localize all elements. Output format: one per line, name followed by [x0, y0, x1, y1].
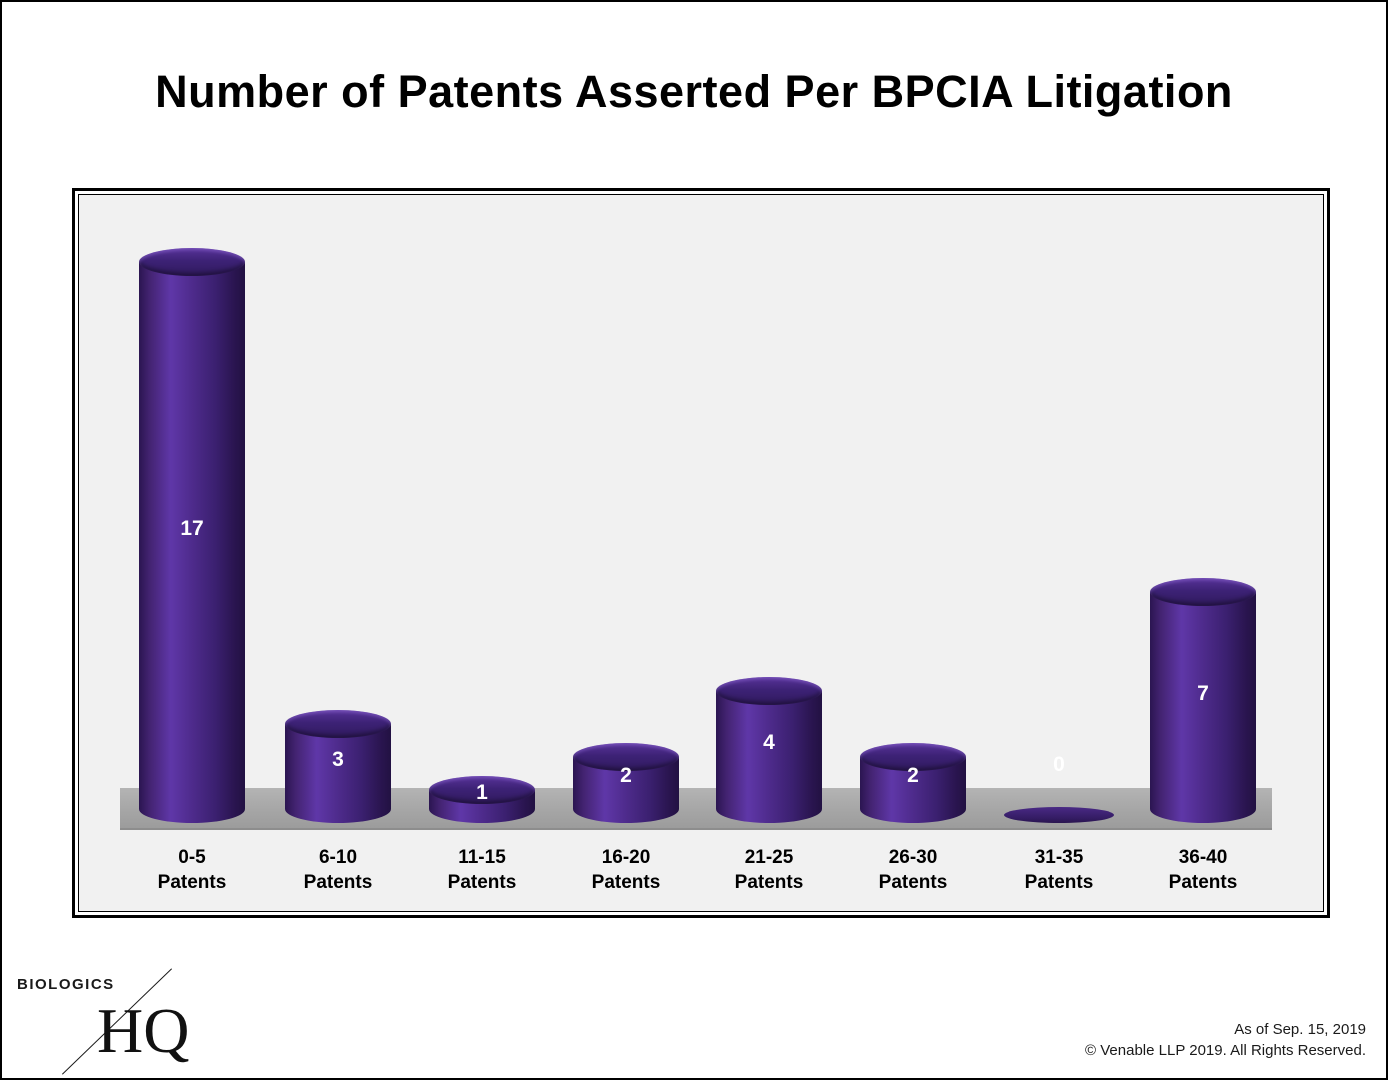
bar-cylinder-top	[285, 710, 391, 738]
category-label-36-40: 36-40 Patents	[1123, 845, 1283, 895]
chart-title: Number of Patents Asserted Per BPCIA Lit…	[155, 66, 1233, 117]
bar-value-label-11-15: 1	[476, 780, 488, 804]
bar-cylinder-body	[139, 262, 245, 823]
bar-zero-ellipse-31-35	[1004, 807, 1114, 823]
category-range-text: 11-15	[458, 847, 506, 868]
bar-cylinder-top	[1150, 578, 1256, 606]
category-unit-text: Patents	[1168, 872, 1238, 893]
bar-cylinder-top	[139, 248, 245, 276]
bar-value-label-16-20: 2	[620, 764, 632, 787]
category-range-text: 16-20	[601, 847, 651, 868]
category-label-0-5: 0-5 Patents	[112, 845, 272, 895]
bar-value-label-36-40: 7	[1197, 681, 1209, 705]
category-label-21-25: 21-25 Patents	[689, 845, 849, 895]
plot-area: 17 0-5 Patents 3 6-10 Patents 1 11-15 Patents 2 16…	[79, 195, 1323, 911]
category-unit-text: Patents	[157, 872, 227, 893]
footer-copyright: © Venable LLP 2019. All Rights Reserved.	[1085, 1042, 1366, 1060]
bar-value-label-26-30: 2	[907, 764, 919, 787]
bar-value-label-31-35: 0	[1053, 753, 1065, 776]
category-unit-text: Patents	[878, 872, 948, 893]
category-label-26-30: 26-30 Patents	[833, 845, 993, 895]
category-label-11-15: 11-15 Patents	[402, 845, 562, 895]
footer-as-of-date: As of Sep. 15, 2019	[1234, 1020, 1366, 1038]
bar-cylinder-11-15	[429, 776, 535, 823]
category-unit-text: Patents	[591, 872, 661, 893]
category-label-16-20: 16-20 Patents	[546, 845, 706, 895]
logo-word: BIOLOGICS	[17, 976, 115, 993]
category-unit-text: Patents	[1024, 872, 1094, 893]
category-unit-text: Patents	[303, 872, 373, 893]
chart-frame: 17 0-5 Patents 3 6-10 Patents 1 11-15 Patents 2 16…	[72, 188, 1330, 918]
bar-cylinder-top	[860, 743, 966, 771]
category-unit-text: Patents	[447, 872, 517, 893]
bar-cylinder-top	[429, 776, 535, 804]
bar-value-label-0-5: 17	[180, 516, 204, 540]
bar-cylinder-body	[285, 724, 391, 823]
category-unit-text: Patents	[734, 872, 804, 893]
category-range-text: 0-5	[178, 847, 206, 868]
bar-cylinder-top	[573, 743, 679, 771]
category-label-31-35: 31-35 Patents	[979, 845, 1139, 895]
bar-cylinder-26-30	[860, 743, 966, 823]
category-range-text: 26-30	[888, 847, 938, 868]
category-range-text: 21-25	[744, 847, 794, 868]
bar-cylinder-21-25	[716, 677, 822, 823]
category-range-text: 36-40	[1178, 847, 1228, 868]
logo-initials: HQ	[97, 995, 190, 1066]
bar-cylinder-6-10	[285, 710, 391, 823]
bar-cylinder-0-5	[139, 248, 245, 823]
bar-value-label-6-10: 3	[332, 747, 344, 771]
bar-cylinder-16-20	[573, 743, 679, 823]
category-range-text: 31-35	[1034, 847, 1084, 868]
footer: As of Sep. 15, 2019 © Venable LLP 2019. …	[1085, 1019, 1366, 1063]
bar-value-label-21-25: 4	[763, 731, 775, 754]
chart-frame-inner: 17 0-5 Patents 3 6-10 Patents 1 11-15 Patents 2 16…	[78, 194, 1324, 912]
bar-cylinder-36-40	[1150, 578, 1256, 823]
biologicshq-logo: BIOLOGICS HQ	[17, 968, 232, 1077]
category-label-6-10: 6-10 Patents	[258, 845, 418, 895]
bar-cylinder-body	[716, 691, 822, 823]
bar-cylinder-body	[1150, 592, 1256, 823]
category-range-text: 6-10	[318, 847, 358, 868]
bar-cylinder-top	[716, 677, 822, 705]
